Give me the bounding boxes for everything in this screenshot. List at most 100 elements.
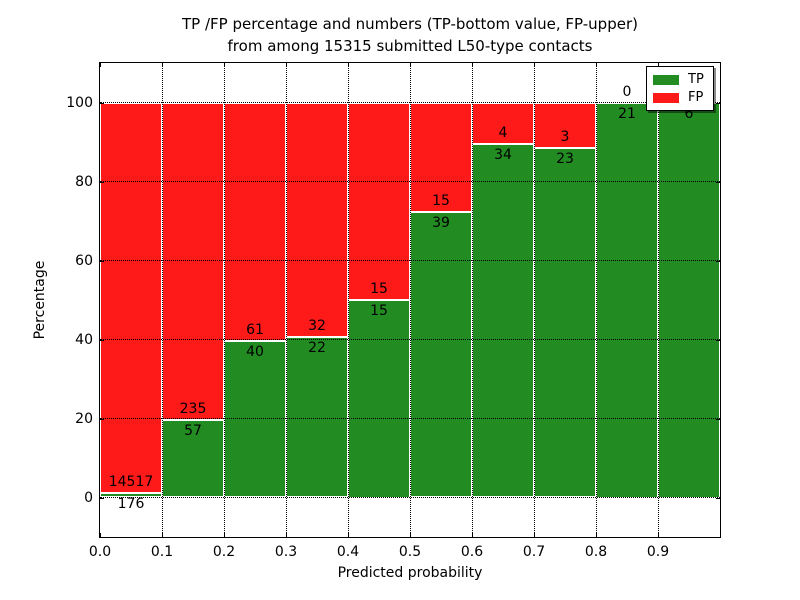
gridline-vertical: [285, 63, 287, 537]
bar-label-fp: 4: [498, 125, 508, 142]
y-tick-mark: [100, 181, 104, 183]
x-tick-mark: [162, 63, 163, 67]
bar-label-fp: 61: [246, 322, 264, 339]
bar-label-tp: 40: [246, 344, 264, 361]
x-tick-mark: [596, 533, 597, 537]
x-tick-label: 0.1: [150, 544, 174, 560]
x-tick-label: 0.0: [88, 544, 112, 560]
bar-label-tp: 23: [556, 151, 574, 168]
x-tick-mark: [162, 533, 163, 537]
bar-segment-tp: [596, 102, 658, 498]
x-tick-mark: [658, 63, 659, 67]
y-tick-label: 60: [75, 252, 93, 269]
y-tick-label: 100: [66, 94, 93, 111]
bar-label-tp: 6: [684, 105, 694, 122]
x-tick-label: 0.7: [522, 544, 546, 560]
gridline-vertical: [595, 63, 597, 537]
y-tick-mark: [100, 339, 104, 341]
bar-segment-fp: [534, 102, 596, 149]
x-tick-mark: [348, 533, 349, 537]
y-tick-mark: [716, 339, 720, 341]
gridline-vertical: [657, 63, 659, 537]
bar-segment-fp: [410, 102, 472, 213]
bar-label-tp: 15: [370, 303, 388, 319]
gridline-vertical: [223, 63, 225, 537]
x-tick-mark: [658, 533, 659, 537]
x-axis-label: Predicted probability: [337, 565, 483, 581]
bar-label-fp: 0: [622, 83, 632, 100]
legend-swatch-tp: [653, 75, 679, 85]
x-tick-mark: [100, 63, 101, 67]
y-tick-mark: [100, 418, 104, 420]
bar-segment-tp: [472, 144, 534, 498]
gridline-vertical: [409, 63, 411, 537]
gridline-horizontal: [100, 102, 720, 103]
x-tick-label: 0.8: [584, 544, 608, 560]
y-tick-mark: [100, 260, 104, 262]
bar-segment-tp: [534, 148, 596, 498]
x-tick-mark: [410, 63, 411, 67]
y-tick-mark: [100, 497, 104, 499]
y-tick-label: 0: [84, 489, 93, 506]
x-tick-mark: [472, 533, 473, 537]
bar-label-tp: 34: [494, 147, 512, 164]
x-tick-mark: [348, 63, 349, 67]
y-tick-mark: [716, 418, 720, 420]
bar-label-fp: 14517: [108, 473, 154, 490]
bar-label-fp: 15: [432, 193, 450, 210]
y-tick-mark: [716, 181, 720, 183]
x-tick-mark: [534, 533, 535, 537]
gridline-horizontal: [100, 260, 720, 261]
bar-segment-fp: [286, 102, 348, 337]
legend-item-fp: FP: [647, 89, 713, 107]
legend-swatch-fp: [653, 93, 679, 103]
x-tick-mark: [286, 63, 287, 67]
bar-label-tp: 22: [308, 339, 326, 356]
x-tick-label: 0.3: [274, 544, 298, 560]
y-axis-label: Percentage: [32, 260, 48, 340]
bar-label-fp: 235: [179, 401, 207, 418]
bar-label-fp: 32: [308, 317, 326, 334]
y-tick-label: 20: [75, 410, 93, 427]
gridline-horizontal: [100, 339, 720, 340]
gridline-vertical: [347, 63, 349, 537]
y-tick-mark: [716, 497, 720, 499]
x-tick-label: 0.2: [212, 544, 236, 560]
y-tick-label: 40: [75, 331, 93, 348]
x-tick-mark: [286, 533, 287, 537]
x-tick-mark: [100, 533, 101, 537]
legend-item-tp: TP: [647, 71, 713, 89]
bar-label-tp: 39: [432, 215, 450, 232]
bar-label-tp: 21: [618, 105, 636, 122]
gridline-horizontal: [100, 181, 720, 182]
bar-label-fp: 15: [370, 281, 388, 297]
bar-label-fp: 3: [560, 129, 570, 146]
y-tick-mark: [100, 102, 104, 104]
gridline-horizontal: [100, 418, 720, 419]
y-tick-mark: [716, 260, 720, 262]
chart-title-line2: from among 15315 submitted L50-type cont…: [227, 37, 593, 55]
x-tick-mark: [410, 533, 411, 537]
x-tick-mark: [534, 63, 535, 67]
chart-title: TP /FP percentage and numbers (TP-bottom…: [100, 13, 720, 57]
x-tick-mark: [472, 63, 473, 67]
x-tick-label: 0.9: [646, 544, 670, 560]
x-tick-label: 0.4: [336, 544, 360, 560]
bar-segment-tp: [224, 341, 286, 498]
bar-label-tp: 176: [117, 495, 145, 512]
bar-segment-tp: [658, 102, 720, 498]
bar-segment-fp: [162, 102, 224, 421]
x-tick-mark: [224, 63, 225, 67]
y-tick-label: 80: [75, 173, 93, 190]
bar-segment-tp: [410, 212, 472, 498]
bar-segment-fp: [224, 102, 286, 342]
gridline-horizontal: [100, 497, 720, 498]
legend-box: TP FP: [646, 66, 714, 111]
bar-segment-tp: [162, 420, 224, 498]
gridline-vertical: [471, 63, 473, 537]
bar-label-tp: 57: [184, 423, 202, 440]
x-tick-mark: [596, 63, 597, 67]
gridline-vertical: [161, 63, 163, 537]
gridline-vertical: [533, 63, 535, 537]
